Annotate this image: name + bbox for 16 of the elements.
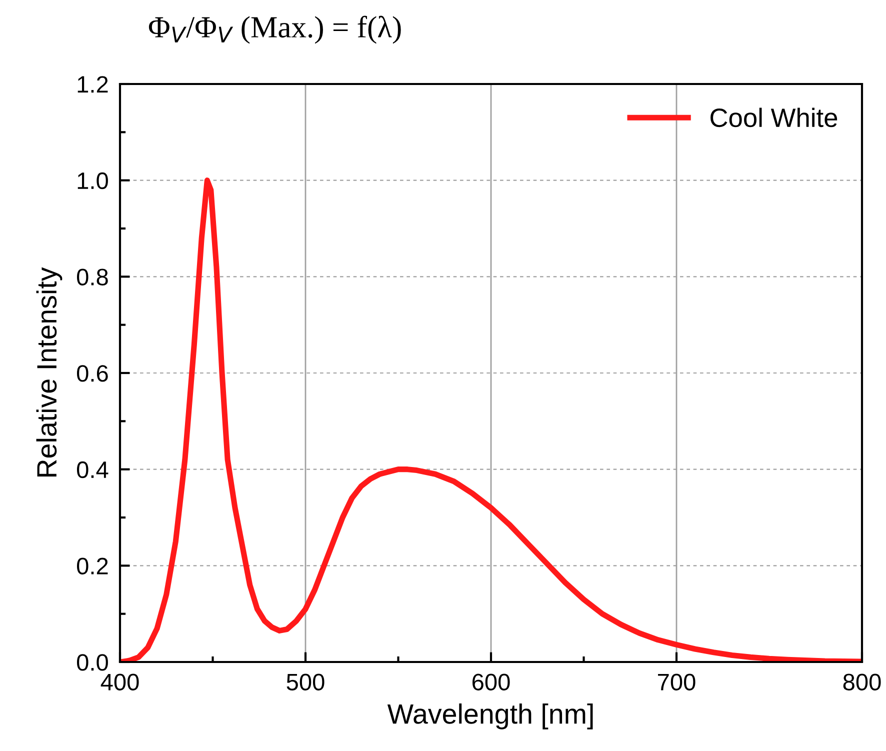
y-tick-label: 0.0 [76,654,108,671]
x-tick-label: 500 [286,674,324,690]
y-tick-label: 0.8 [76,268,108,286]
x-tick-label: 800 [843,674,881,690]
x-axis-title: Wavelength [nm] [387,703,593,730]
y-tick-label: 1.2 [78,76,108,93]
y-tick-label: 1.0 [78,172,108,190]
y-tick-label: 0.6 [76,365,108,382]
y-tick-label: 0.4 [76,461,108,478]
legend-label: Cool White [710,108,838,128]
x-tick-label: 400 [100,674,139,690]
y-tick-label: 0.2 [76,558,108,574]
x-tick-label: 600 [472,674,510,690]
y-axis-title: Relative Intensity [36,267,62,476]
x-tick-label: 700 [658,674,696,690]
chart-title: Φ$_{V}$/Φ$_{V}$ (Max.) = f(λ) [148,16,401,44]
